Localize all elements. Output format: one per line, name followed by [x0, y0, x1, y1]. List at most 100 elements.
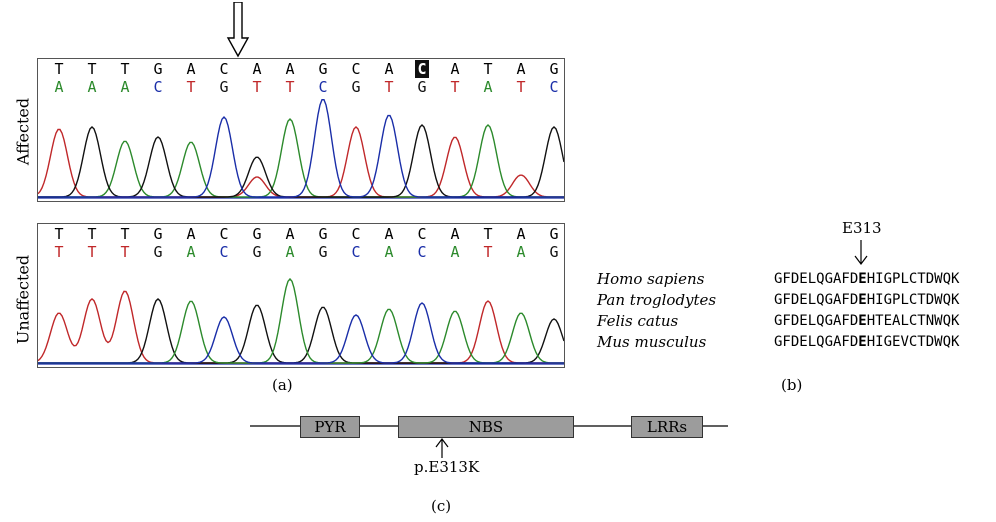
base-call: T [87, 243, 97, 261]
base-call: C [351, 243, 361, 261]
base-call: T [120, 225, 130, 243]
base-call: A [186, 225, 196, 243]
sequence-part-post: HIGPLCTDWQK [866, 292, 960, 308]
base-call: A [450, 60, 460, 78]
protein-sequence: GFDELQGAFDEHIGPLCTDWQK [774, 271, 959, 287]
sequence-part-pre: GFDELQGAFD [774, 313, 859, 329]
base-call: G [153, 60, 163, 78]
base-call: T [384, 78, 394, 96]
base-call: G [252, 243, 262, 261]
base-call: T [54, 60, 64, 78]
base-call: G [219, 78, 229, 96]
base-call: G [549, 243, 559, 261]
base-call: C [153, 78, 163, 96]
base-call: A [450, 243, 460, 261]
base-call: A [252, 60, 262, 78]
base-call: A [120, 78, 130, 96]
base-call: A [87, 78, 97, 96]
base-call: T [54, 243, 64, 261]
mutation-down-arrow-icon [226, 2, 250, 58]
base-call: A [516, 60, 526, 78]
sequence-part-post: HTEALCTNWQK [866, 313, 960, 329]
base-call: C [219, 60, 229, 78]
base-call: A [285, 225, 295, 243]
base-call: A [516, 243, 526, 261]
base-call: T [120, 243, 130, 261]
base-call: G [252, 225, 262, 243]
caption-b: (b) [781, 376, 803, 394]
sequence-part-mark: E [858, 313, 867, 329]
unaffected-trace-plot [38, 277, 564, 365]
base-call: C [417, 243, 427, 261]
base-call: T [483, 225, 493, 243]
e313-down-arrow-icon [854, 240, 868, 265]
base-call: C [219, 225, 229, 243]
species-name: Mus musculus [597, 333, 707, 351]
base-call: G [549, 60, 559, 78]
base-call: T [483, 243, 493, 261]
sequence-part-post: HIGEVCTDWQK [866, 334, 960, 350]
base-call: A [483, 78, 493, 96]
protein-sequence: GFDELQGAFDEHIGPLCTDWQK [774, 292, 959, 308]
base-call: T [483, 60, 493, 78]
e313-marker-label: E313 [842, 219, 882, 237]
base-call: T [450, 78, 460, 96]
base-call: T [120, 60, 130, 78]
sequence-part-pre: GFDELQGAFD [774, 292, 859, 308]
sequence-part-pre: GFDELQGAFD [774, 271, 859, 287]
base-call: C [219, 243, 229, 261]
base-call: C [318, 78, 328, 96]
trace-curve [38, 277, 564, 364]
base-call: A [384, 243, 394, 261]
base-call: G [153, 225, 163, 243]
base-call: G [318, 225, 328, 243]
sequence-part-pre: GFDELQGAFD [774, 334, 859, 350]
sequence-part-mark: E [858, 292, 867, 308]
base-call: G [351, 78, 361, 96]
domain-pyr: PYR [300, 416, 360, 438]
base-call: A [186, 243, 196, 261]
mutation-label: p.E313K [414, 458, 480, 476]
domain-lrrs: LRRs [631, 416, 703, 438]
affected-trace-plot [38, 99, 564, 199]
base-call: C [549, 78, 559, 96]
base-call: T [285, 78, 295, 96]
base-call: G [549, 225, 559, 243]
trace-curve [38, 99, 564, 198]
species-name: Felis catus [597, 312, 679, 330]
base-call: T [252, 78, 262, 96]
base-call: C [351, 225, 361, 243]
unaffected-label: Unaffected [13, 254, 33, 345]
base-call: G [318, 60, 328, 78]
base-call: T [87, 60, 97, 78]
base-call: C [415, 60, 429, 78]
base-call: A [516, 225, 526, 243]
sequence-part-mark: E [858, 334, 867, 350]
trace-curve [38, 298, 564, 364]
base-call: A [384, 225, 394, 243]
species-name: Homo sapiens [597, 270, 705, 288]
base-call: A [54, 78, 64, 96]
base-call: T [87, 225, 97, 243]
affected-label: Affected [13, 97, 33, 166]
base-call: C [351, 60, 361, 78]
base-call: T [186, 78, 196, 96]
protein-sequence: GFDELQGAFDEHTEALCTNWQK [774, 313, 959, 329]
trace-curve [38, 117, 564, 198]
sequence-part-post: HIGPLCTDWQK [866, 271, 960, 287]
species-name: Pan troglodytes [597, 291, 717, 309]
caption-a: (a) [272, 376, 293, 394]
base-call: G [417, 78, 427, 96]
base-call: A [450, 225, 460, 243]
base-call: T [516, 78, 526, 96]
base-call: A [285, 243, 295, 261]
domain-nbs: NBS [398, 416, 574, 438]
trace-curve [38, 302, 564, 364]
base-call: T [54, 225, 64, 243]
mutation-up-arrow-icon [435, 438, 449, 458]
